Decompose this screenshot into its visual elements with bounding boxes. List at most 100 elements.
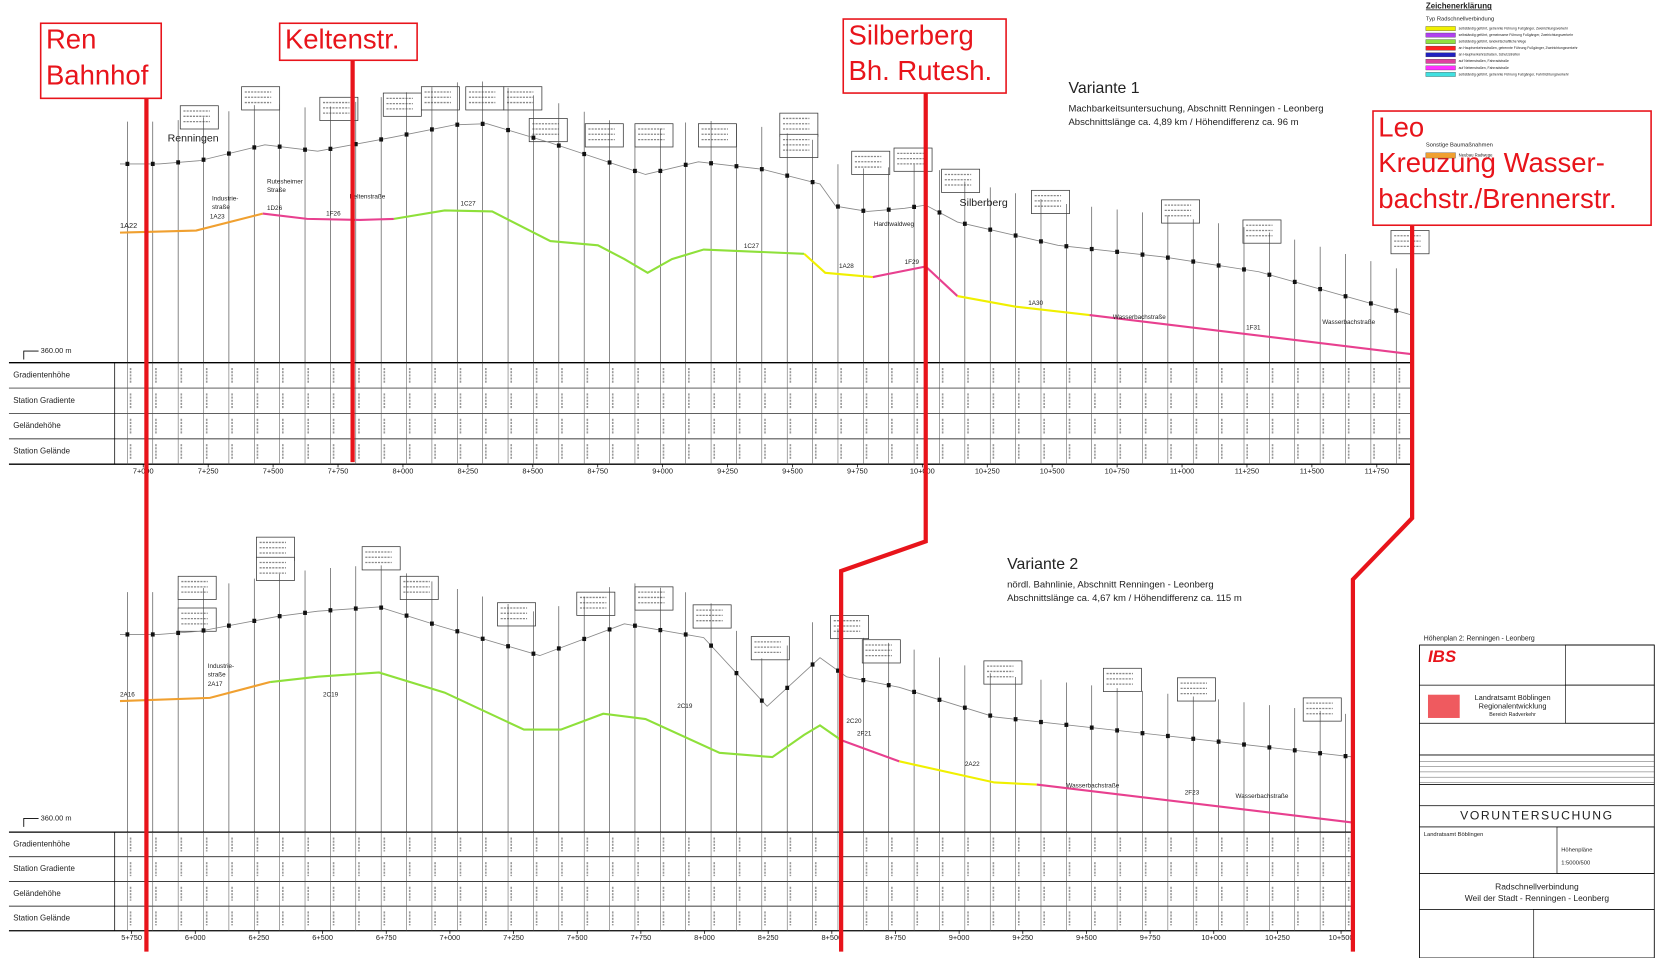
info-box xyxy=(399,575,439,600)
stem-marker xyxy=(430,127,434,132)
station-label: 10+750 xyxy=(1105,467,1130,476)
stem-marker xyxy=(988,713,993,718)
profile-label: Keltenstraße xyxy=(349,193,385,200)
station-label: 7+500 xyxy=(263,467,284,476)
annotation-text: bachstr./Brennerstr. xyxy=(1378,183,1616,214)
stem-marker xyxy=(1140,252,1145,257)
client-text: Regionalentwicklung xyxy=(1479,701,1547,710)
legend-swatch xyxy=(1425,152,1456,159)
stem-marker xyxy=(303,610,307,615)
annotation-text: Leo xyxy=(1378,111,1424,142)
stem-marker xyxy=(886,683,891,688)
profile-label: 1F26 xyxy=(326,210,341,217)
stem-marker xyxy=(531,651,536,656)
legend-swatch xyxy=(1425,65,1456,71)
info-box xyxy=(698,123,737,148)
plan-title: Höhenplan 2: Renningen - Leonberg xyxy=(1424,635,1535,642)
row-label: Station Gradiente xyxy=(13,864,75,873)
stem-marker xyxy=(353,606,358,611)
grade-line xyxy=(840,739,900,763)
station-label: 10+250 xyxy=(1265,933,1290,942)
profile-label: straße xyxy=(212,204,230,211)
stem-marker xyxy=(633,623,637,628)
grade-line xyxy=(1036,783,1355,824)
profile-label: Industrie- xyxy=(208,663,234,670)
stem-marker xyxy=(1115,249,1120,254)
profile-label: 1F31 xyxy=(1246,324,1261,331)
stem-marker xyxy=(1013,717,1018,722)
stem-marker xyxy=(912,204,916,209)
stem-marker xyxy=(1242,267,1246,272)
stem-marker xyxy=(861,678,866,683)
stem-marker xyxy=(759,698,764,703)
variant-subtitle: Abschnittslänge ca. 4,89 km / Höhendiffe… xyxy=(1068,117,1298,128)
logo: IBS xyxy=(1428,647,1457,666)
station-label: 9+000 xyxy=(652,467,673,476)
station-label: 5+750 xyxy=(121,933,142,942)
grade-line xyxy=(957,295,1090,317)
stem-marker xyxy=(1064,244,1069,249)
profile-label: Wasserbachstraße xyxy=(1322,319,1375,326)
stem-marker xyxy=(1064,722,1069,727)
datum-label: 360.00 m xyxy=(41,346,72,355)
annotation-text: Bh. Rutesh. xyxy=(849,55,993,86)
stem-marker xyxy=(201,157,206,162)
profile-label: Wasserbachstraße xyxy=(1236,793,1289,800)
sheet-name: Höhenpläne xyxy=(1561,848,1592,854)
info-box xyxy=(983,660,1023,685)
legend-swatch xyxy=(1425,45,1456,51)
stem-marker xyxy=(607,160,612,165)
station-label: 7+000 xyxy=(133,467,154,476)
stem-marker xyxy=(937,210,942,215)
variant-title: Variante 1 xyxy=(1068,80,1139,97)
stem-marker xyxy=(1191,259,1196,264)
station-label: 9+250 xyxy=(1012,933,1033,942)
station-label: 8+250 xyxy=(758,933,779,942)
stem-marker xyxy=(734,164,739,169)
red-marker-line xyxy=(839,93,928,952)
stem-marker xyxy=(658,168,663,174)
grade-line xyxy=(1089,314,1413,356)
row-label: Gradientenhöhe xyxy=(13,840,70,849)
stem-marker xyxy=(810,662,815,667)
info-box xyxy=(1161,199,1200,224)
info-box xyxy=(851,150,891,175)
stem-marker xyxy=(912,689,916,695)
row-label: Gradientenhöhe xyxy=(13,370,70,379)
station-label: 10+000 xyxy=(910,467,935,476)
stem-marker xyxy=(1292,279,1297,285)
info-box xyxy=(861,639,901,664)
legend-text: selbständig geführt, gemeinsame Führung … xyxy=(1459,33,1574,37)
stem-marker xyxy=(226,151,231,156)
stem-marker xyxy=(1039,719,1043,725)
annotation-box xyxy=(278,22,418,62)
stem-marker xyxy=(1343,294,1348,299)
annotation-text: Ren xyxy=(46,24,96,55)
station-label: 9+000 xyxy=(949,933,970,942)
stem-marker xyxy=(176,160,181,165)
info-box xyxy=(779,133,819,158)
stem-marker xyxy=(785,173,790,178)
stem-marker xyxy=(633,168,637,174)
title-block-cell xyxy=(1556,826,1655,874)
legend-subtitle: Sonstige Baumaßnahmen xyxy=(1426,142,1493,148)
station-label: 8+000 xyxy=(694,933,715,942)
stem-marker xyxy=(480,636,485,641)
stem-marker xyxy=(709,643,713,648)
row-label: Station Gelände xyxy=(13,447,70,456)
grade-line xyxy=(270,671,842,759)
profile-label: straße xyxy=(208,671,226,678)
title-block-cell xyxy=(1533,909,1655,958)
profile-label: Rutesheimer xyxy=(267,179,303,186)
stem-marker xyxy=(506,127,510,133)
stem-marker xyxy=(1089,246,1094,252)
scale: 1:5000/500 xyxy=(1561,860,1590,866)
stem-marker xyxy=(455,122,460,127)
profile-label: 1A22 xyxy=(120,221,137,230)
info-box xyxy=(634,123,674,148)
stem-marker xyxy=(328,146,333,151)
profile-label: 1D26 xyxy=(267,205,283,212)
stem-marker xyxy=(1292,748,1297,753)
stem-marker xyxy=(810,179,815,185)
stem-marker xyxy=(1115,728,1120,733)
